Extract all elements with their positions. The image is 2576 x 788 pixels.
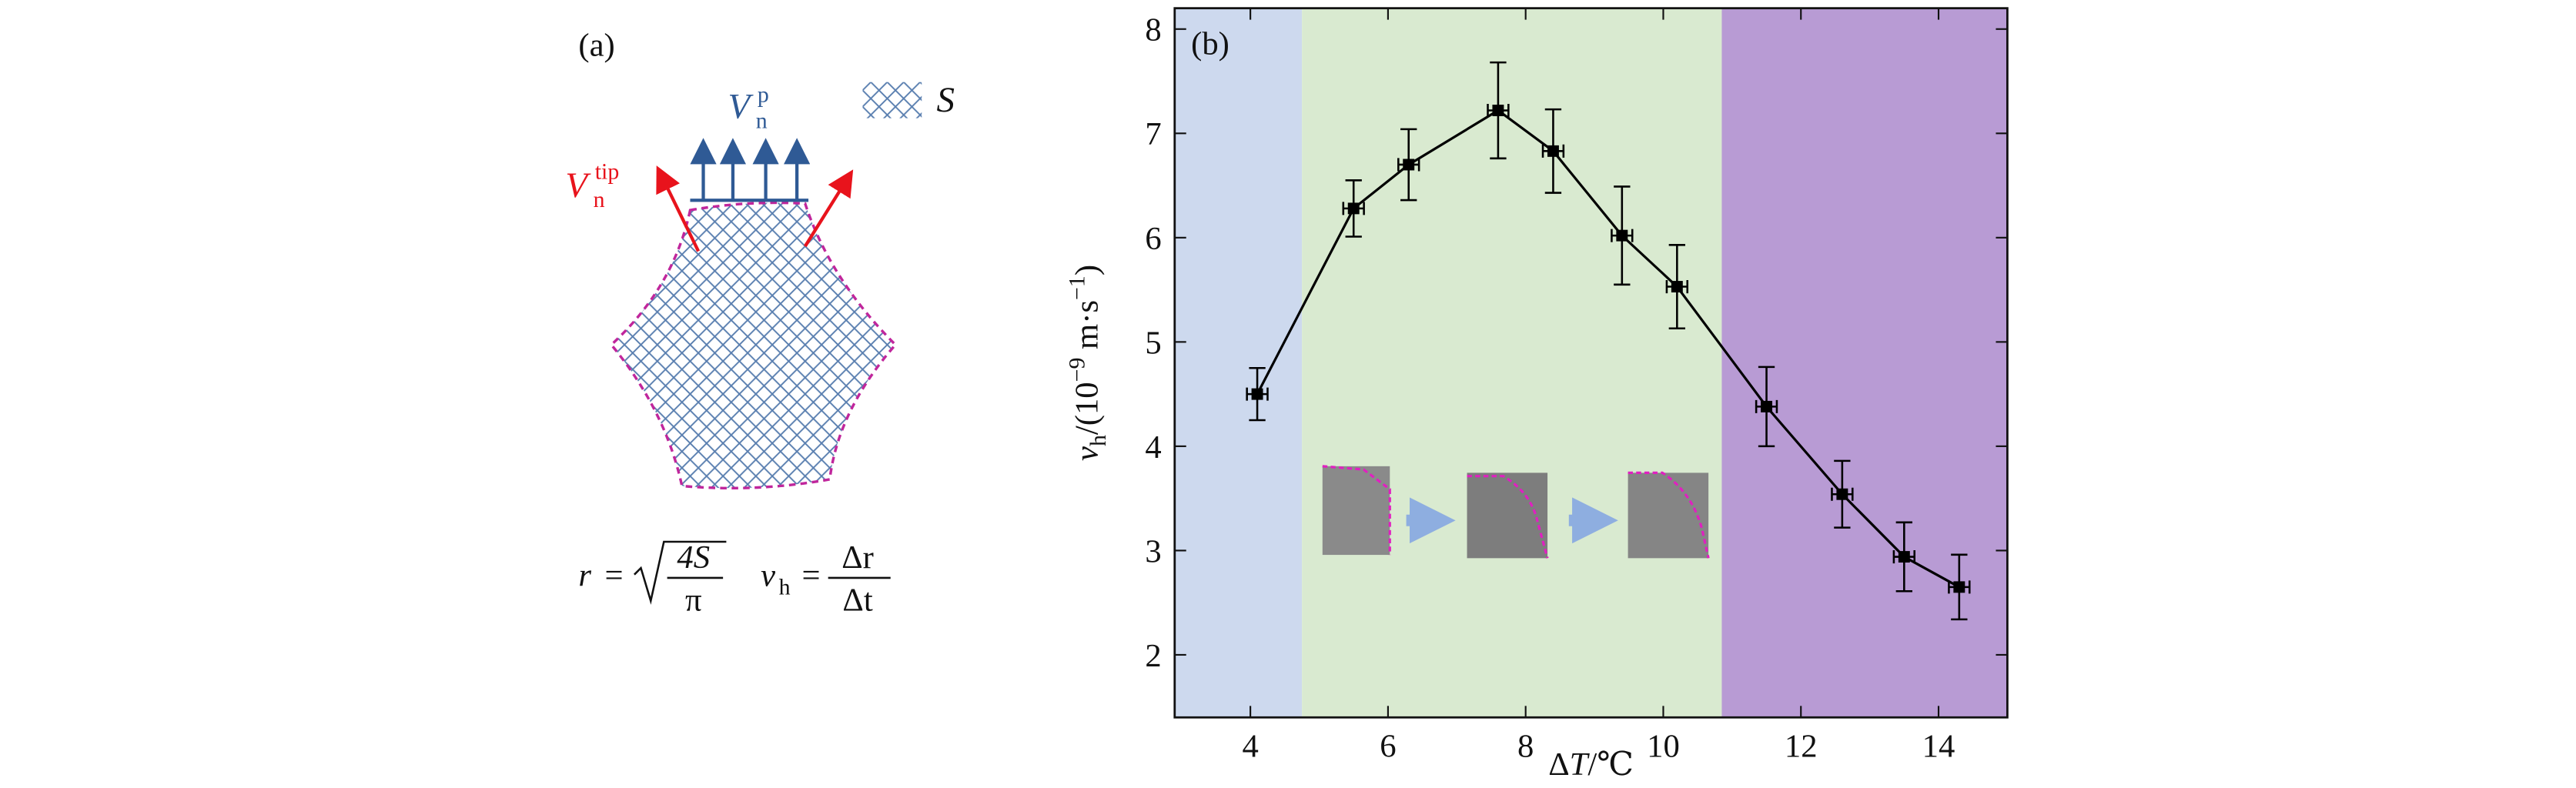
data-point — [1492, 105, 1504, 116]
eq-lhs-sub: h — [779, 574, 791, 599]
y-tick-label: 3 — [1145, 533, 1161, 569]
y-axis-label-part: ) — [1069, 265, 1106, 275]
panel-label: (a) — [578, 28, 614, 64]
inset-image — [1467, 472, 1548, 559]
eq-op: = — [802, 558, 821, 594]
crystal — [609, 201, 898, 490]
x-tick-label: 8 — [1517, 728, 1534, 764]
plot-frame — [1173, 7, 2009, 719]
y-tick-label: 7 — [1145, 116, 1161, 152]
x-axis-label: ΔT/℃ — [1548, 746, 1634, 783]
x-axis-label-part: T — [1570, 746, 1591, 783]
vp-sup: p — [758, 82, 769, 107]
inset-edge — [1628, 471, 1710, 559]
y-tick-label: 5 — [1145, 325, 1161, 361]
panel-b: 4 6 8 10 12 14 2 3 4 5 6 7 8 (b) ΔT/℃ vh/(10−9 m·s−1) — [1064, 7, 2009, 783]
radical — [634, 540, 727, 605]
x-tick-label: 10 — [1647, 728, 1680, 764]
x-axis-label-part: /℃ — [1587, 746, 1634, 783]
vp-sub: n — [756, 108, 768, 133]
data-point — [1547, 145, 1559, 157]
inset-edge — [1467, 475, 1549, 559]
data-point — [1671, 281, 1683, 292]
vtip-symbol: V — [565, 165, 591, 205]
eq-lhs: v — [761, 558, 775, 594]
data-point — [1761, 400, 1773, 412]
data-point — [1347, 202, 1360, 215]
eq-num: 4S — [677, 539, 710, 576]
data-point — [1403, 159, 1415, 171]
inset-image — [1628, 472, 1709, 559]
eq-num: Δr — [841, 539, 874, 576]
y-axis-label: vh/(10−9 m·s−1) — [1064, 265, 1111, 461]
area-label: S — [936, 80, 954, 120]
x-tick-label: 12 — [1785, 728, 1818, 764]
y-axis-label-part: m·s — [1069, 300, 1106, 358]
eq-op: = — [605, 558, 624, 594]
insets — [1322, 465, 1710, 559]
normal-velocity-arrows — [690, 138, 811, 202]
region — [1174, 8, 1303, 718]
y-tick-label: 2 — [1145, 638, 1161, 674]
data-point — [1898, 551, 1910, 563]
data-point — [1953, 581, 1965, 593]
x-tick-label: 4 — [1242, 728, 1258, 764]
data-point — [1616, 229, 1628, 242]
region — [1302, 8, 1722, 718]
vtip-sup: tip — [595, 159, 620, 185]
x-tick-label: 6 — [1380, 728, 1396, 764]
data-point — [1251, 388, 1263, 400]
eq-lhs: r — [578, 558, 591, 594]
vp-symbol: V — [728, 87, 754, 127]
y-axis-label-part: /(10 — [1069, 382, 1106, 435]
region — [1721, 8, 2008, 718]
data-point — [1836, 488, 1848, 500]
y-axis-label-part: −9 — [1064, 358, 1089, 382]
x-tick-label: 14 — [1922, 728, 1955, 764]
y-tick-label: 8 — [1145, 12, 1161, 48]
y-tick-label: 4 — [1145, 429, 1161, 466]
panel-label: (b) — [1191, 25, 1229, 62]
tip-velocity-arrows — [656, 165, 854, 252]
area-swatch — [862, 82, 922, 119]
inset-image — [1322, 466, 1390, 556]
vtip-sub: n — [594, 187, 605, 212]
inset-edge — [1322, 465, 1391, 556]
eq-den: π — [685, 583, 702, 619]
y-tick-label: 6 — [1145, 221, 1161, 257]
y-axis-label-part: h — [1086, 435, 1111, 446]
y-axis-label-part: −1 — [1064, 275, 1089, 300]
eq-den: Δt — [842, 583, 872, 619]
panel-a: (a) V n p V n tip S r = 4S π v h = Δr — [565, 28, 955, 619]
x-axis-label-part: Δ — [1548, 746, 1569, 783]
y-axis-label-part: v — [1069, 446, 1106, 461]
